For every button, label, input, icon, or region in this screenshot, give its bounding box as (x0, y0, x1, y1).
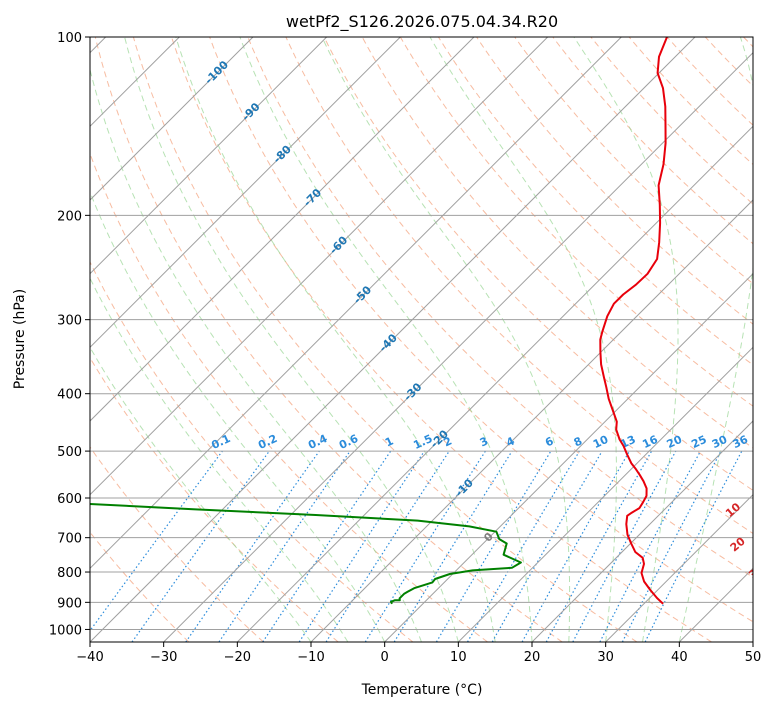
mixing-ratio-line (545, 450, 653, 642)
mixing-ratio-label: 30 (710, 433, 730, 451)
isotherm-line (531, 420, 753, 642)
x-tick-label: 50 (745, 650, 762, 665)
mixing-ratio-line (521, 450, 631, 642)
plot-background (90, 37, 753, 642)
moist-adiabat (175, 37, 496, 642)
isobar-grid (90, 37, 753, 630)
isotherm-line (90, 37, 328, 275)
mixing-ratio-line (644, 450, 743, 642)
mixing-ratio-line (218, 450, 351, 642)
dry-adiabat (247, 37, 753, 578)
x-tick-label: 40 (671, 650, 688, 665)
moist-adiabat (678, 37, 753, 642)
isotherm-line (163, 51, 753, 642)
temperature-line (599, 37, 668, 605)
dry-adiabat-label: 30 (746, 562, 766, 582)
y-tick-label: 1000 (49, 623, 82, 638)
dry-adiabat (628, 37, 753, 166)
mixing-ratio-line (298, 450, 425, 642)
y-tick-label: 300 (57, 314, 82, 329)
x-tick-label: −10 (297, 650, 324, 665)
y-tick-label: 800 (57, 566, 82, 581)
mixing-ratio-line (393, 450, 513, 642)
y-tick-label: 200 (57, 209, 82, 224)
moist-adiabat (321, 37, 571, 642)
mixing-ratio-line (572, 450, 677, 642)
isotherm-line (384, 272, 753, 642)
mixing-ratio-line (185, 450, 320, 642)
isotherm-line (90, 37, 696, 642)
y-tick-label: 500 (57, 445, 82, 460)
isotherm-line (752, 641, 753, 642)
chart-title: wetPf2_S126.2026.075.04.34.R20 (286, 12, 558, 32)
dry-adiabat (90, 260, 414, 642)
x-axis: −40 −30 −20 −10 0 10 20 30 40 50 (76, 642, 761, 665)
x-tick-label: 10 (450, 650, 467, 665)
mixing-ratio-line (262, 450, 392, 642)
dry-adiabat (90, 446, 264, 642)
x-tick-label: 0 (381, 650, 389, 665)
moist-adiabat (573, 37, 679, 642)
isotherms (90, 37, 753, 642)
moist-adiabat (90, 67, 422, 642)
isotherm-line (90, 37, 549, 496)
isotherm-line (90, 37, 475, 422)
dry-adiabat (132, 37, 638, 642)
mixing-ratio-lines (90, 450, 743, 642)
isotherm-line (457, 346, 753, 642)
dry-adiabat (94, 37, 563, 642)
x-tick-label: −20 (224, 650, 251, 665)
dry-adiabat-label: 40 (759, 586, 775, 606)
dry-adiabat (399, 37, 753, 407)
dry-adiabat (323, 37, 753, 491)
x-tick-label: 20 (524, 650, 541, 665)
y-tick-label: 100 (57, 31, 82, 46)
moist-adiabat (90, 190, 386, 642)
x-tick-label: 30 (597, 650, 614, 665)
y-tick-label: 400 (57, 388, 82, 403)
isotherm-line (90, 37, 401, 349)
moist-adiabat (124, 37, 459, 642)
moist-adiabat (429, 37, 617, 642)
x-tick-label: −40 (76, 650, 103, 665)
mixing-ratio-line (90, 450, 223, 632)
x-axis-label: Temperature (°C) (361, 682, 483, 698)
moist-adiabat (239, 37, 533, 642)
mixing-ratio-label: 16 (640, 433, 660, 451)
profile-series (90, 37, 668, 605)
mixing-ratio-label: 36 (731, 433, 751, 451)
y-axis-label: Pressure (hPa) (12, 289, 28, 389)
mixing-ratio-line (325, 450, 450, 642)
y-tick-label: 700 (57, 532, 82, 547)
isotherm-line (90, 37, 254, 201)
dry-adiabat (476, 37, 753, 325)
moist-adiabats (90, 37, 753, 642)
isotherm-line (90, 37, 622, 570)
y-tick-label: 600 (57, 492, 82, 507)
isotherm-line (605, 493, 753, 642)
dewpoint-line (90, 502, 522, 605)
y-axis: 100 200 300 400 500 600 700 800 900 1000 (49, 31, 90, 638)
x-tick-label: −30 (150, 650, 177, 665)
dry-adiabat (514, 37, 753, 285)
mixing-ratio-label: 10 (591, 433, 611, 451)
plot-frame (89, 36, 754, 643)
mixing-ratio-label: 25 (689, 433, 708, 451)
mixing-ratio-label: 20 (665, 433, 685, 451)
isotherm-line (310, 199, 753, 642)
isotherm-line (236, 125, 753, 642)
y-tick-label: 900 (57, 596, 82, 611)
mixing-ratio-line (131, 450, 270, 642)
moist-adiabat (90, 277, 349, 642)
